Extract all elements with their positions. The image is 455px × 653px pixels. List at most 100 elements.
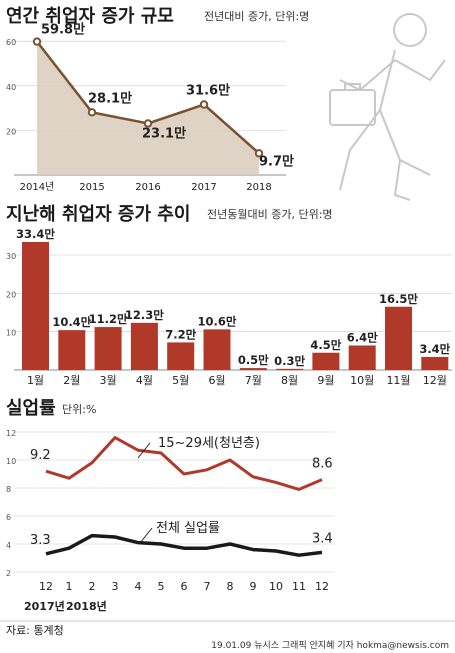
year-label-2017: 2017년: [24, 599, 65, 613]
x-tick-label: 11: [292, 580, 306, 593]
bar-value-label: 3.4만: [419, 342, 450, 356]
x-tick-label: 7: [204, 580, 211, 593]
x-tick-label: 12월: [423, 374, 447, 387]
x-tick-label: 8: [227, 580, 234, 593]
x-tick-label: 2018: [246, 182, 271, 193]
total-series-name: 전체 실업률: [156, 521, 220, 536]
credit-text: 19.01.09 뉴시스 그래픽 안지혜 기자 hokma@newsis.com: [211, 639, 449, 651]
x-tick-label: 5월: [172, 374, 189, 387]
bar-value-label: 7.2만: [165, 327, 196, 341]
x-tick-label: 12: [39, 580, 53, 593]
x-tick-label: 2월: [63, 374, 80, 387]
line-chart-x-ticks: 12 1 2 3 4 5 6 7 8 9 10 11 12: [39, 580, 329, 593]
bar: [385, 306, 412, 370]
running-man-illustration: [329, 13, 446, 201]
x-tick-label: 10: [269, 580, 283, 593]
y-tick-label: 6: [6, 513, 11, 522]
bar: [312, 352, 340, 370]
bar: [203, 329, 231, 370]
line-chart-series: [45, 436, 323, 557]
x-tick-label: 7월: [245, 374, 262, 387]
x-tick-label: 2017: [191, 182, 216, 193]
x-tick-label: 1: [66, 580, 73, 593]
section2-title: 지난해 취업자 증가 추이: [6, 204, 190, 225]
bar: [58, 330, 86, 370]
value-label: 28.1만: [88, 90, 132, 106]
y-tick-label: 40: [6, 83, 16, 92]
y-tick-label: 8: [6, 485, 11, 494]
section2-subtitle: 전년동월대비 증가, 단위:명: [207, 208, 333, 221]
x-tick-label: 9: [250, 580, 257, 593]
y-tick-label: 10: [6, 457, 16, 466]
y-tick-label: 4: [6, 541, 11, 550]
bar-chart-y-ticks: 10 20 30: [6, 252, 16, 338]
area-chart-x-ticks: 2014년 2015 2016 2017 2018: [20, 181, 272, 193]
bar: [276, 368, 304, 370]
y-tick-label: 12: [6, 429, 16, 438]
x-tick-label: 2016: [135, 182, 160, 193]
youth-series-leader: [137, 442, 151, 459]
bar-value-label: 6.4만: [347, 330, 378, 344]
x-tick-label: 5: [158, 580, 165, 593]
area-chart-fill: [37, 41, 259, 175]
series-end-label: 3.4: [312, 531, 333, 546]
x-tick-label: 11월: [386, 374, 410, 387]
x-tick-label: 9월: [317, 374, 334, 387]
x-tick-label: 2: [89, 580, 96, 593]
bar: [239, 368, 267, 370]
bar-value-label: 11.2만: [89, 312, 128, 326]
y-tick-label: 2: [6, 569, 11, 578]
series-line: [45, 436, 323, 491]
bar: [22, 241, 49, 370]
area-chart-points: [32, 37, 264, 158]
series-end-label: 8.6: [312, 457, 333, 472]
y-tick-label: 30: [6, 252, 16, 261]
x-tick-label: 6월: [208, 374, 225, 387]
bar-value-label: 10.6만: [198, 314, 237, 328]
x-tick-label: 3월: [100, 374, 117, 387]
line-chart-grid: [14, 431, 335, 573]
line-chart-y-ticks: 2 4 6 8 10 12: [6, 429, 16, 578]
series-start-label: 9.2: [30, 448, 51, 463]
data-point: [32, 37, 42, 46]
bar-value-label: 12.3만: [125, 308, 164, 322]
y-tick-label: 60: [6, 38, 16, 47]
x-tick-label: 4: [135, 580, 142, 593]
section1-title: 연간 취업자 증가 규모: [6, 6, 174, 27]
section3-title: 실업률: [6, 398, 56, 419]
x-tick-label: 10월: [350, 374, 374, 387]
bar-chart-grid: [14, 254, 452, 371]
x-tick-label: 6: [181, 580, 188, 593]
total-series-leader: [139, 527, 153, 544]
value-label: 59.8만: [41, 22, 85, 38]
value-label: 31.6만: [186, 83, 230, 99]
x-tick-label: 2014년: [20, 181, 55, 193]
x-tick-label: 4월: [136, 374, 153, 387]
section1-subtitle: 전년대비 증가, 단위:명: [204, 10, 309, 23]
data-point: [143, 119, 153, 128]
value-label: 23.1만: [142, 125, 186, 141]
bar-value-label: 4.5만: [310, 338, 341, 352]
bar-value-label: 16.5만: [379, 292, 418, 306]
area-chart-y-ticks: 20 40 60: [6, 38, 16, 136]
y-tick-label: 10: [6, 329, 16, 338]
series-line: [45, 533, 323, 557]
line-chart-end-labels: 9.2 8.6 3.3 3.4: [30, 448, 333, 548]
area-chart-value-labels: 59.8만 28.1만 23.1만 31.6만 9.7만: [41, 22, 294, 170]
data-point: [254, 149, 264, 158]
bar-value-label: 33.4만: [16, 227, 55, 241]
bar: [167, 342, 195, 370]
data-point: [87, 108, 97, 117]
bar-chart-x-ticks: 1월 2월 3월 4월 5월 6월 7월 8월 9월 10월 11월 12월: [27, 374, 447, 387]
bar-value-label: 0.5만: [238, 353, 269, 367]
area-fill: [37, 41, 259, 175]
x-tick-label: 8월: [281, 374, 298, 387]
x-tick-label: 1월: [27, 374, 44, 387]
bar-value-label: 0.3만: [274, 354, 305, 368]
x-tick-label: 3: [112, 580, 119, 593]
section3-subtitle: 단위:%: [62, 403, 96, 416]
y-tick-label: 20: [6, 290, 16, 299]
data-point: [199, 100, 209, 109]
